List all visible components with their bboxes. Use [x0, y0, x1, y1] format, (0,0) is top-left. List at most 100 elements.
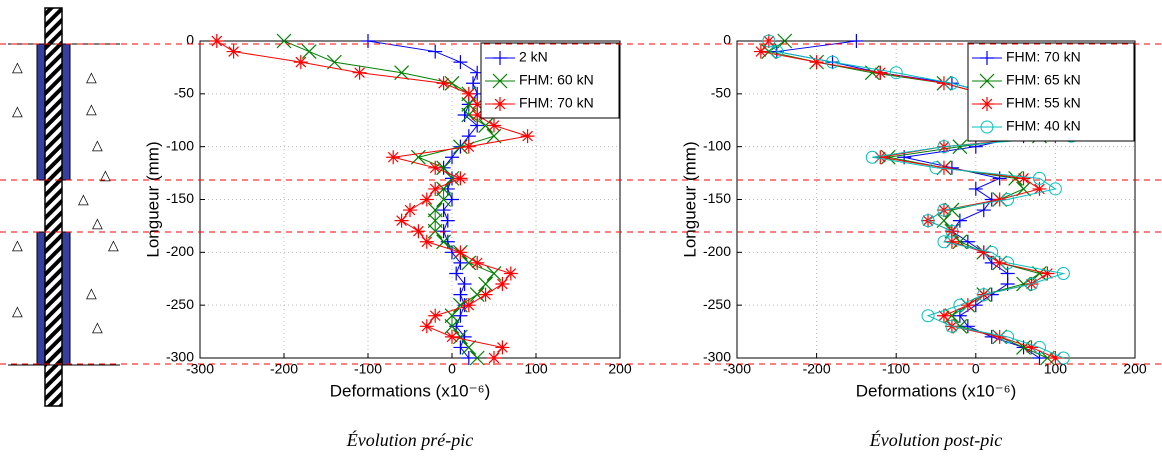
marker — [436, 234, 452, 250]
marker — [453, 340, 468, 355]
marker — [1016, 181, 1031, 197]
marker — [470, 107, 485, 122]
marker — [453, 171, 468, 186]
marker — [436, 76, 451, 91]
marker — [503, 266, 518, 281]
legend-label: FHM: 55 kN — [1006, 95, 1081, 111]
marker — [419, 234, 434, 249]
marker — [1001, 330, 1015, 344]
marker — [452, 329, 468, 345]
legend-label: 2 kN — [519, 49, 548, 65]
marker — [466, 76, 480, 91]
x-tick-label: -200 — [803, 361, 831, 377]
y-tick-label: -150 — [703, 190, 731, 206]
marker — [461, 298, 476, 313]
marker — [952, 139, 968, 155]
marker — [977, 288, 991, 302]
reference-lines — [0, 43, 1162, 365]
marker — [1008, 170, 1024, 186]
marker — [487, 351, 501, 365]
marker — [873, 150, 888, 165]
marker — [461, 139, 476, 154]
marker — [992, 255, 1007, 270]
x-tick-label: 100 — [524, 361, 548, 377]
marker — [445, 329, 459, 344]
y-tick-label: -250 — [703, 296, 731, 312]
marker — [945, 76, 959, 90]
marker — [762, 34, 776, 48]
y-axis-label: Longueur (mm) — [143, 141, 162, 257]
marker — [936, 160, 951, 175]
x-tick-label: 0 — [448, 361, 456, 377]
marker — [428, 160, 443, 175]
marker — [968, 181, 983, 196]
marker — [1040, 266, 1055, 281]
chart: -300 -200 -100 0 100 200 0 -50 -100 -150 -200 -250 -… — [143, 32, 631, 450]
marker — [461, 107, 477, 123]
marker — [478, 276, 494, 292]
marker — [985, 245, 999, 259]
marker — [826, 55, 840, 69]
marker — [980, 120, 994, 134]
marker — [945, 224, 959, 238]
marker — [865, 150, 879, 164]
marker — [968, 139, 983, 154]
marker — [444, 318, 460, 334]
pile — [44, 7, 63, 407]
soil: △ — [92, 137, 103, 153]
y-tick-label: 0 — [723, 32, 731, 48]
plot-frame — [736, 40, 1136, 359]
marker — [1048, 351, 1063, 365]
marker — [394, 213, 409, 228]
series — [209, 34, 535, 365]
marker — [1025, 277, 1039, 291]
marker — [960, 234, 975, 249]
y-tick-label: -100 — [166, 137, 194, 153]
x-tick-label: 100 — [1044, 361, 1068, 377]
marker — [880, 149, 896, 165]
marker — [979, 73, 995, 89]
marker — [209, 34, 224, 48]
x-tick-label: 200 — [1123, 361, 1147, 377]
marker — [326, 54, 342, 70]
marker — [980, 97, 994, 111]
marker — [952, 213, 967, 228]
marker — [361, 34, 375, 48]
marker — [921, 214, 935, 228]
soil: △ — [12, 59, 23, 75]
marker — [436, 224, 451, 239]
soil: △ — [92, 215, 103, 231]
soil: △ — [92, 319, 103, 335]
x-axis-label: Deformations (x10⁻⁶) — [856, 381, 1017, 400]
marker — [492, 73, 508, 89]
marker — [427, 223, 443, 239]
legend-label: FHM: 70 kN — [1006, 49, 1081, 65]
marker — [889, 66, 903, 80]
marker — [453, 287, 468, 302]
marker — [428, 181, 443, 196]
soil: △ — [86, 69, 97, 85]
marker — [444, 75, 460, 91]
marker — [486, 266, 502, 281]
soil: △ — [12, 303, 23, 319]
marker — [478, 287, 493, 302]
marker — [428, 44, 443, 59]
soil: △ — [86, 101, 97, 117]
marker — [226, 44, 241, 59]
marker — [436, 160, 452, 176]
soil: △ — [12, 103, 23, 119]
marker — [953, 298, 967, 312]
marker — [992, 329, 1007, 344]
y-tick-label: -300 — [166, 349, 194, 365]
marker — [1016, 171, 1031, 186]
legend-label: FHM: 70 kN — [519, 95, 594, 111]
plots: -300 -200 -100 0 100 200 0 -50 -100 -150 -200 -250 -… — [143, 32, 1146, 450]
marker — [445, 150, 459, 165]
marker — [486, 128, 502, 144]
marker — [976, 245, 991, 260]
y-tick-label: -50 — [711, 85, 731, 101]
marker — [352, 65, 367, 80]
marker — [461, 255, 477, 271]
pile-schematic: △ △ △ △ △ △ △ △ △ △ △ △ △ — [8, 7, 120, 407]
